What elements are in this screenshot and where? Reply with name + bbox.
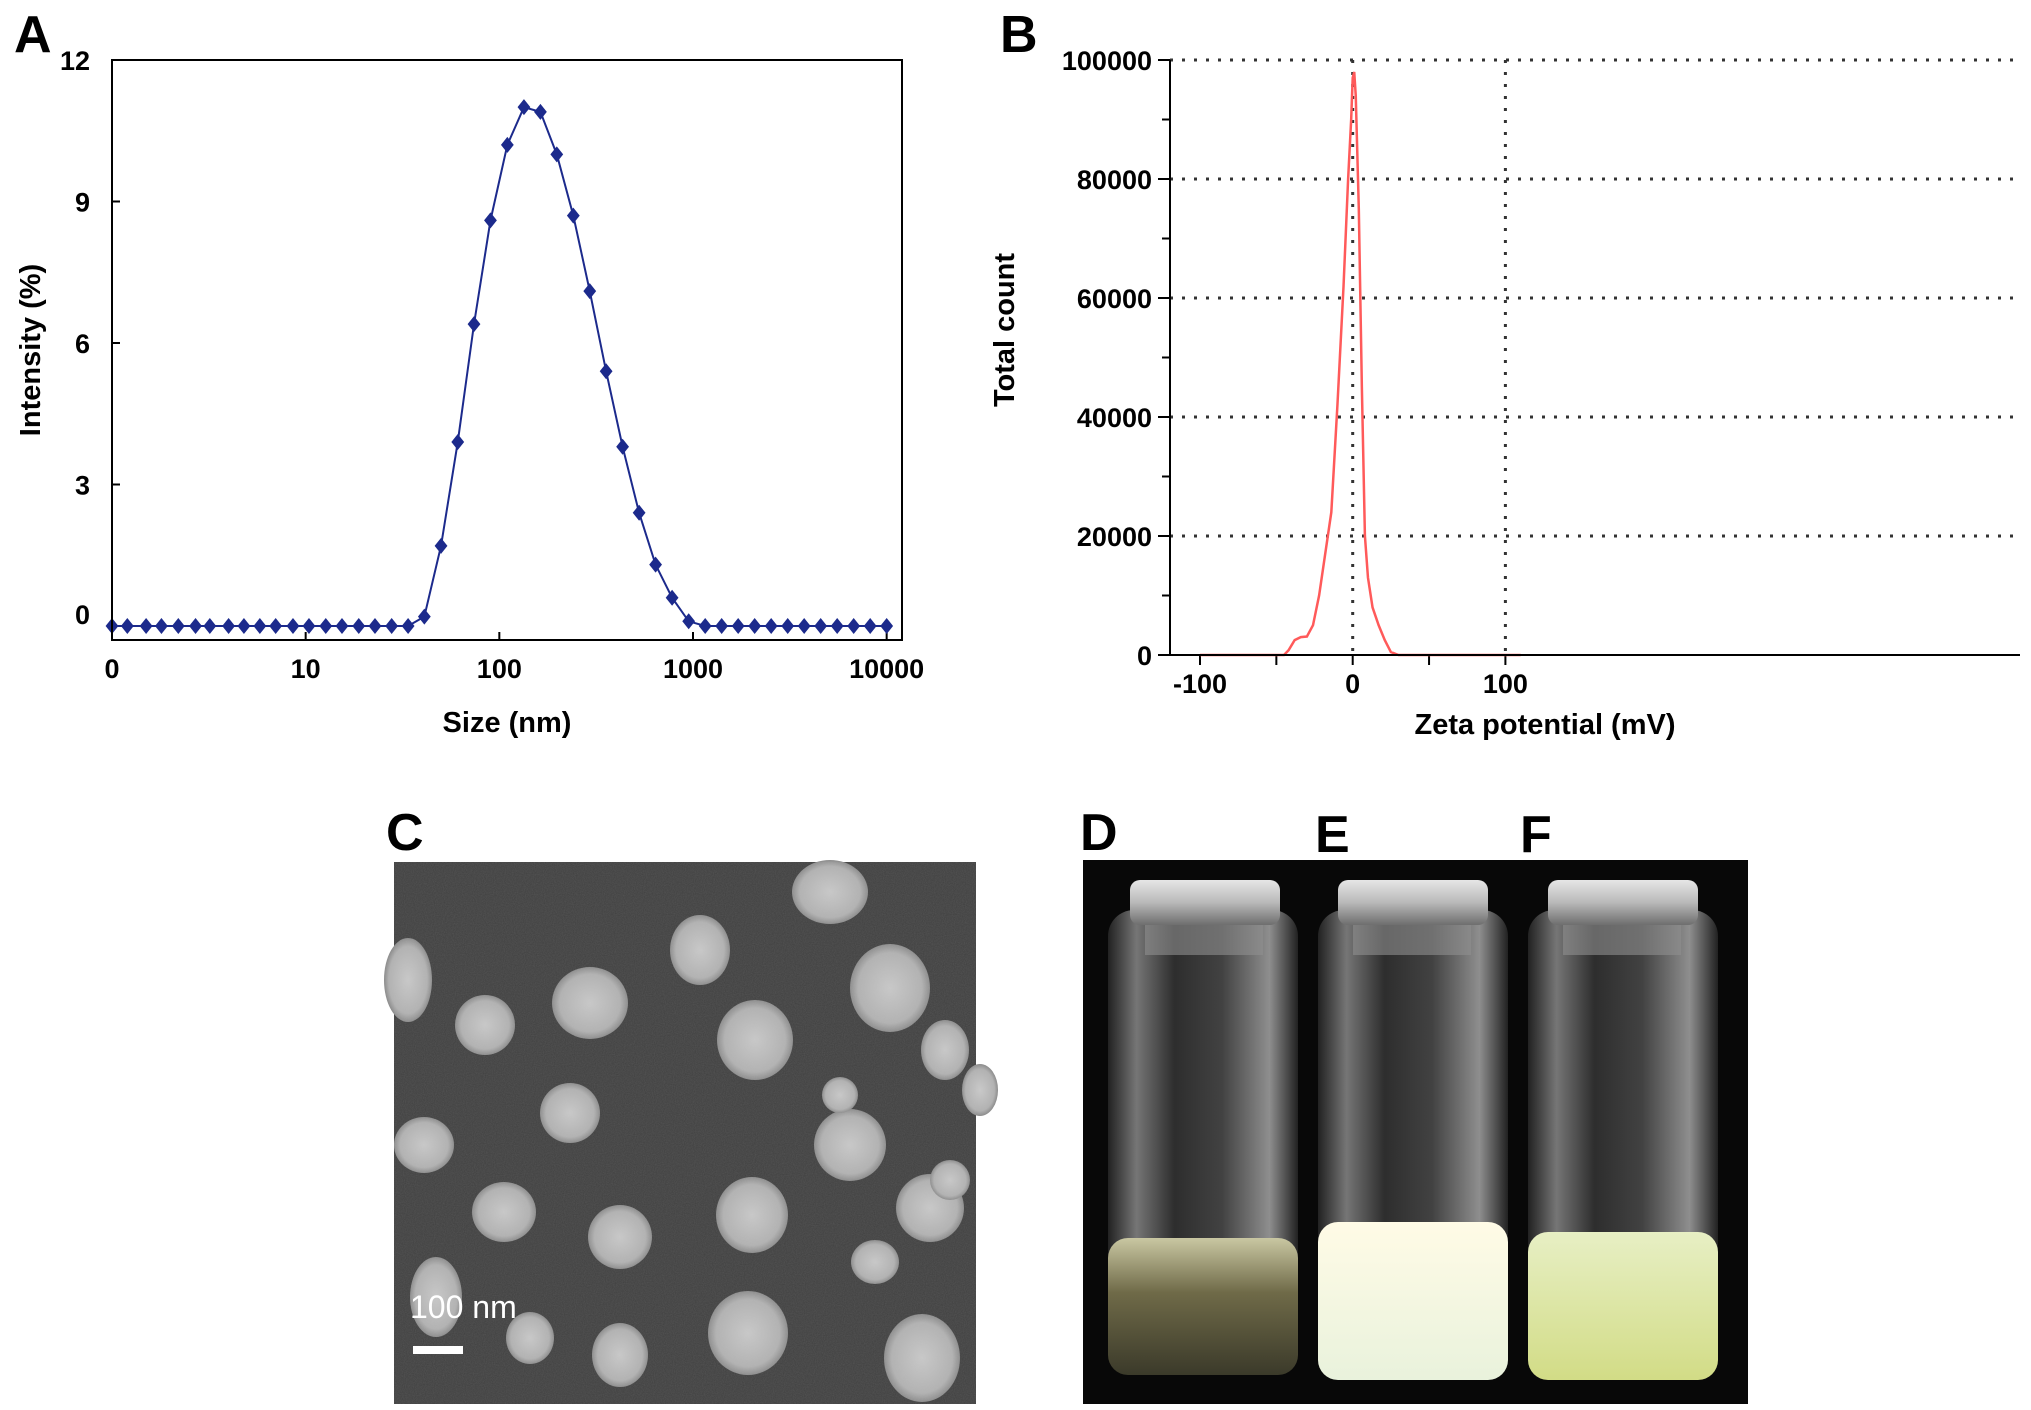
data-point: [830, 618, 844, 634]
data-point: [534, 103, 547, 120]
y-tick-label-b: 80000: [1077, 165, 1152, 195]
data-point: [863, 618, 877, 634]
data-point: [155, 618, 168, 634]
y-axis-label-b-holder: Total count: [990, 253, 1021, 407]
data-point: [715, 618, 729, 634]
plot-frame-a: [111, 59, 903, 641]
y-tick-label-a: 6: [75, 329, 90, 359]
data-point: [189, 618, 202, 634]
data-point: [764, 618, 778, 634]
y-tick-label-b: 60000: [1077, 284, 1152, 314]
data-point: [797, 618, 811, 634]
x-tick-label-a: 0: [104, 654, 119, 684]
size-distribution-chart: A 0 10 100 1000 10000 0 3 6 9 12 Size (nm) Intens…: [14, 6, 924, 739]
y-tick-label-b: 20000: [1077, 522, 1152, 552]
data-point: [434, 537, 448, 554]
data-point: [583, 283, 597, 300]
y-tick-label-a: 3: [75, 471, 90, 501]
data-point: [517, 99, 531, 116]
vial-e: [1318, 880, 1508, 1380]
data-point: [665, 589, 679, 606]
vials-photo-panel: D E F: [1080, 804, 1748, 1404]
data-point: [748, 618, 762, 634]
data-point: [731, 618, 745, 634]
x-tick-label-b: -100: [1173, 669, 1227, 699]
zeta-potential-chart: B 0 20000 40000 60000 80000 100000 -100 0 100 Ze…: [1000, 6, 2020, 741]
data-point: [237, 618, 251, 634]
data-point: [417, 608, 431, 625]
data-point: [222, 618, 235, 634]
x-axis-label-a: Size (nm): [443, 707, 572, 739]
panel-label-f: F: [1520, 806, 1552, 864]
panel-label-a: A: [14, 6, 52, 64]
data-point: [269, 618, 283, 634]
data-point: [781, 618, 795, 634]
data-point: [368, 618, 382, 634]
scale-bar-label: 100 nm: [410, 1289, 517, 1325]
data-point: [385, 618, 399, 634]
vial-d: [1108, 880, 1298, 1375]
y-tick-label-b: 40000: [1077, 403, 1152, 433]
scale-bar: [413, 1346, 463, 1354]
vial-f: [1528, 880, 1718, 1380]
data-point: [335, 618, 349, 634]
data-point: [203, 618, 217, 634]
panel-label-e: E: [1315, 806, 1350, 864]
data-point: [814, 618, 828, 634]
data-point: [120, 618, 134, 634]
y-tick-label-b: 0: [1137, 641, 1152, 671]
x-tick-label-b: 0: [1345, 669, 1360, 699]
data-point: [550, 146, 564, 163]
data-point: [286, 618, 300, 634]
x-tick-label-b: 100: [1483, 669, 1528, 699]
data-point: [467, 316, 481, 333]
size-distribution-line: [112, 105, 887, 627]
x-tick-label-a: 10000: [849, 654, 924, 684]
data-point: [599, 363, 613, 380]
data-point: [616, 438, 629, 455]
data-point: [319, 618, 333, 634]
panel-label-c: C: [386, 804, 424, 862]
data-point: [171, 618, 185, 634]
data-point: [401, 618, 415, 634]
zeta-potential-line: [1200, 71, 1521, 657]
y-axis-label-b-visible: Total count: [990, 253, 1021, 407]
y-tick-label-a: 0: [75, 600, 90, 630]
y-tick-label-a: 12: [60, 46, 90, 76]
data-point: [484, 212, 497, 229]
data-point: [566, 207, 580, 224]
data-point: [253, 618, 267, 634]
x-axis-label-b: Zeta potential (mV): [1414, 709, 1675, 741]
data-point: [139, 618, 153, 634]
data-point: [847, 618, 861, 634]
data-point: [649, 556, 662, 573]
y-tick-label-a: 9: [75, 188, 90, 218]
data-point: [632, 504, 646, 521]
data-point: [682, 613, 696, 630]
data-point: [451, 434, 465, 451]
x-tick-label-a: 1000: [663, 654, 723, 684]
y-tick-label-b: 100000: [1062, 46, 1152, 76]
data-point: [500, 136, 514, 153]
data-point: [880, 618, 894, 634]
x-tick-label-a: 100: [477, 654, 522, 684]
data-point: [352, 618, 366, 634]
data-point: [698, 618, 712, 634]
data-point: [302, 618, 316, 634]
panel-label-d: D: [1080, 804, 1118, 862]
tem-micrograph-panel: C 100 nm: [384, 804, 998, 1404]
micrograph-grain: [394, 862, 976, 1404]
panel-label-b: B: [1000, 6, 1038, 64]
y-axis-label-a: Intensity (%): [15, 264, 47, 436]
x-tick-label-a: 10: [291, 654, 321, 684]
